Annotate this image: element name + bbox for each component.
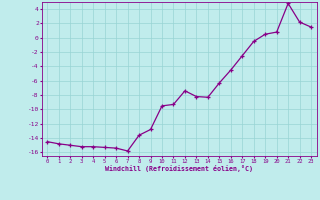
X-axis label: Windchill (Refroidissement éolien,°C): Windchill (Refroidissement éolien,°C) — [105, 165, 253, 172]
